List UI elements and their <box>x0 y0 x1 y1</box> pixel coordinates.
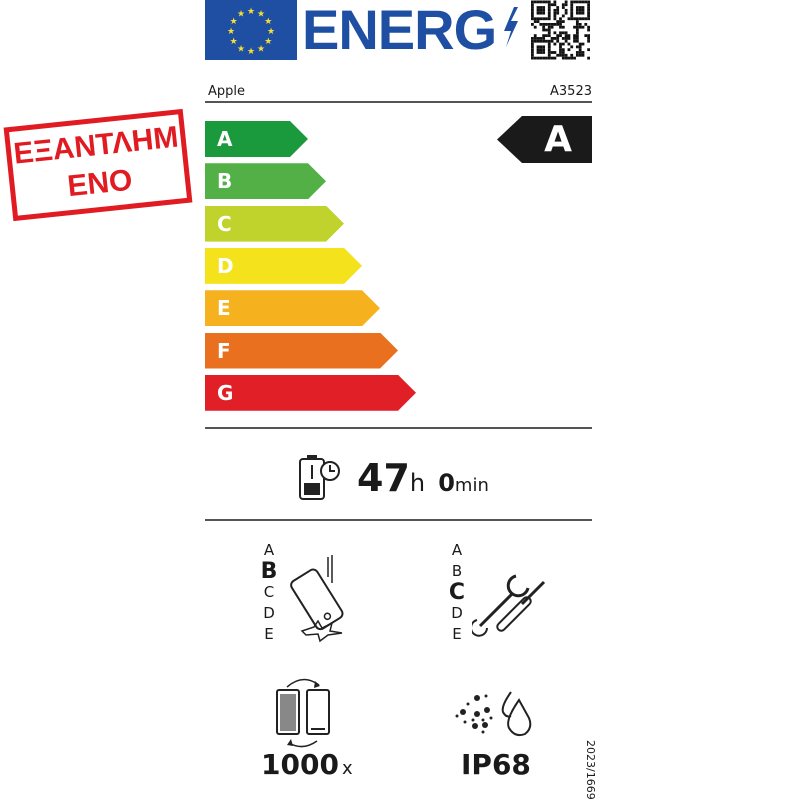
battery-cycles-value: 1000 x <box>261 748 353 781</box>
brand-name: Apple <box>208 84 246 99</box>
out-of-stock-stamp: ΕΞΑΝΤΛΗΜΕΝΟ <box>3 108 193 222</box>
star-icon: ★ <box>227 27 235 37</box>
energy-class-d: D <box>205 248 362 284</box>
star-icon: ★ <box>257 44 265 54</box>
energy-title-text: ENERG <box>302 0 497 61</box>
class-letter: D <box>451 604 463 622</box>
battery-endurance-value: 47h 0min <box>357 456 489 500</box>
class-letter: C <box>263 583 275 601</box>
star-icon: ★ <box>247 7 255 17</box>
ip-rating: IP68 <box>461 748 531 781</box>
class-letter: A <box>263 541 275 559</box>
star-icon: ★ <box>267 27 275 37</box>
star-icon: ★ <box>247 47 255 57</box>
class-letter: B <box>451 562 463 580</box>
phone-drop-icon <box>290 555 344 643</box>
energy-label-title: ENERG <box>302 0 522 62</box>
energy-class-f: F <box>205 333 398 369</box>
eu-flag-logo: ★ ★ ★ ★ ★ ★ ★ ★ ★ ★ ★ ★ <box>205 0 297 60</box>
star-icon: ★ <box>264 17 272 27</box>
star-icon: ★ <box>237 44 245 54</box>
energy-class-b: B <box>205 163 326 199</box>
divider <box>205 101 592 103</box>
lightning-icon <box>504 7 519 47</box>
star-icon: ★ <box>264 37 272 47</box>
divider <box>205 519 592 521</box>
class-letter: E <box>264 625 274 643</box>
repair-tools-icon <box>472 574 546 637</box>
star-icon: ★ <box>237 10 245 20</box>
star-icon: ★ <box>230 37 238 47</box>
divider <box>205 427 592 429</box>
dust-water-icon <box>455 691 532 737</box>
energy-class-a: A <box>205 121 308 157</box>
star-icon: ★ <box>257 10 265 20</box>
class-letter: E <box>452 625 462 643</box>
regulation-number: 2023/1669 <box>584 740 597 800</box>
energy-class-e: E <box>205 290 380 326</box>
class-letter: B <box>260 559 278 584</box>
energy-class-c: C <box>205 206 344 242</box>
class-letter: A <box>451 541 463 559</box>
star-icon: ★ <box>230 17 238 27</box>
model-number: A3523 <box>550 84 592 99</box>
battery-endurance-icon <box>299 455 340 500</box>
qr-code[interactable] <box>531 0 590 60</box>
energy-class-g: G <box>205 375 416 411</box>
energy-rating-arrow: A <box>497 116 592 163</box>
class-letter: D <box>263 604 275 622</box>
class-letter: C <box>448 580 466 605</box>
battery-cycles-icon <box>276 678 330 748</box>
